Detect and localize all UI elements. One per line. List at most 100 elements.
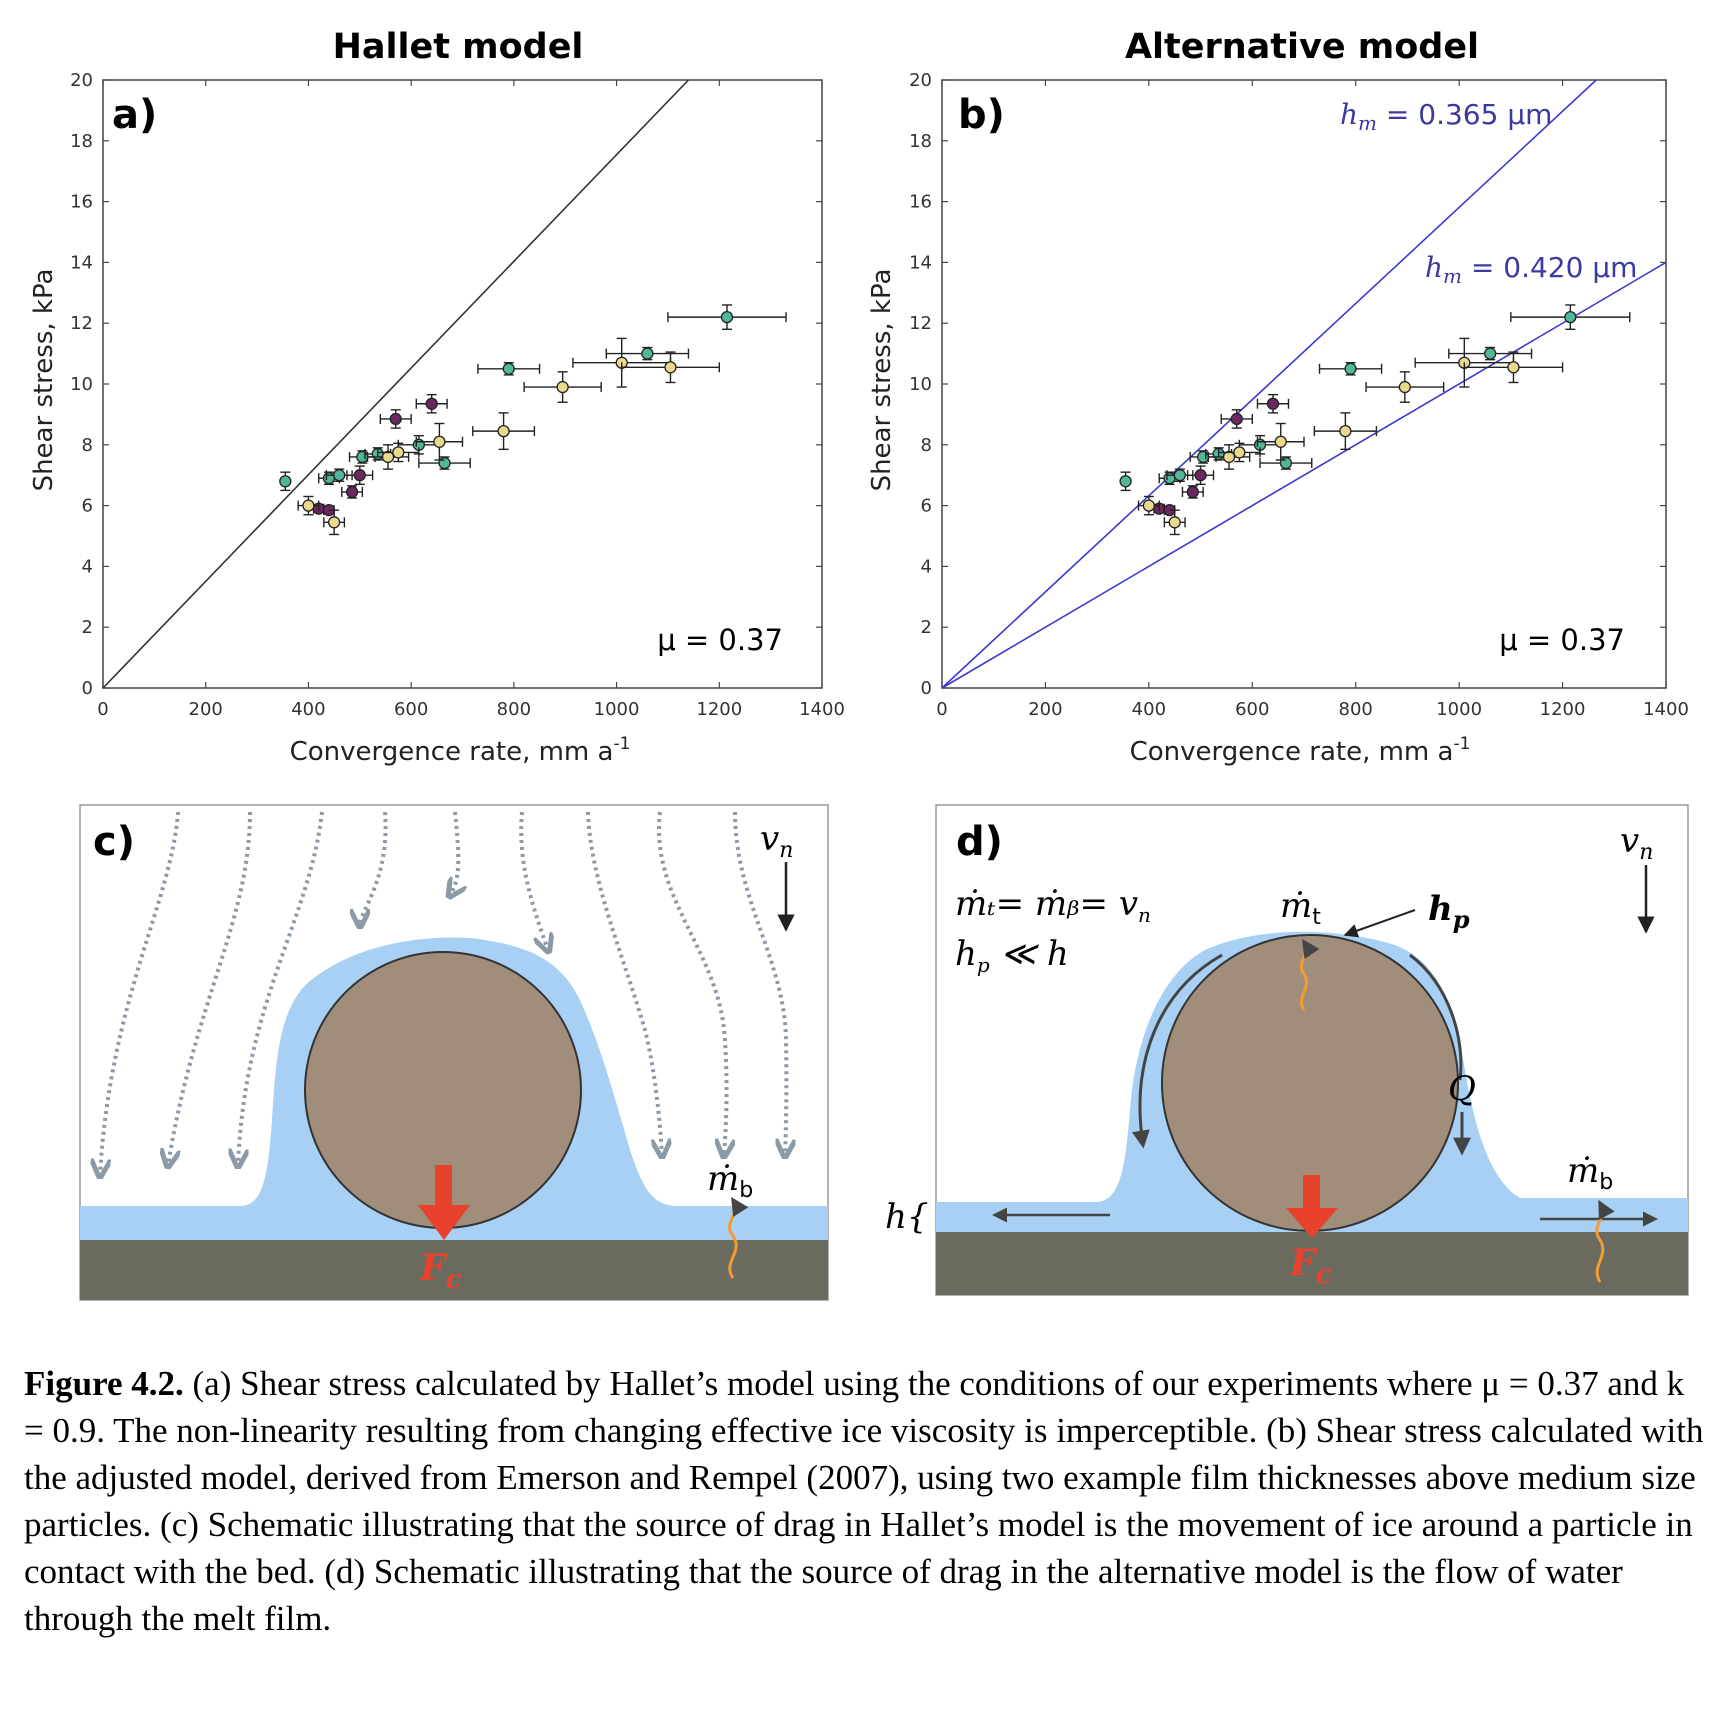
panel-d-force-label: Fc: [1289, 1242, 1332, 1290]
data-point: [1266, 397, 1280, 410]
y-tick-label: 16: [909, 192, 932, 213]
data-point: [720, 310, 734, 324]
data-point: [1507, 361, 1520, 374]
data-point: [641, 347, 654, 360]
panel-c-vn-label: vn: [760, 819, 793, 863]
panel-b-title: Alternative model: [1125, 27, 1479, 67]
panel-d-schematic: Q Fc vn ṁt hp ṁb ṁₜ= ṁᵦ= vn hp ≪ h h…: [885, 804, 1689, 1296]
x-tick-label: 200: [189, 699, 223, 720]
x-tick-label: 1400: [799, 699, 845, 720]
x-tick-label: 400: [291, 699, 325, 720]
model-line-1: [102, 79, 690, 689]
data-point: [333, 469, 346, 482]
panel-a-plot: 0 200 400 600 800 1000 1200 1400 0 2 4 6 8 10 12 14 16 18…: [70, 70, 845, 720]
ice-flow-arrow: [519, 811, 548, 950]
ice-flow-arrow: [168, 811, 252, 1165]
panel-d-label: d): [956, 819, 1003, 865]
x-tick-label: 800: [497, 699, 531, 720]
panel-d-eq2: hp ≪ h: [955, 934, 1069, 977]
y-tick-label: 16: [70, 192, 93, 213]
panel-b-xlabel: Convergence rate, mm a-1: [1130, 734, 1471, 767]
panel-d-mb-label: ṁb: [1567, 1151, 1613, 1195]
data-point: [438, 456, 451, 470]
y-tick-label: 0: [921, 678, 932, 699]
data-point: [392, 446, 405, 459]
panel-d-heat-arrow-bed: [1595, 1199, 1615, 1283]
panel-d-force-arrow-head: [1286, 1208, 1338, 1238]
y-tick-label: 4: [82, 556, 93, 577]
y-tick-label: 14: [70, 252, 93, 273]
ice-flow-arrow: [100, 811, 180, 1175]
y-tick-label: 6: [921, 496, 932, 517]
panel-d-vn-label: vn: [1620, 821, 1653, 865]
y-tick-label: 2: [82, 617, 93, 638]
x-tick-label: 800: [1339, 699, 1373, 720]
data-point: [1168, 516, 1181, 529]
data-point: [1484, 347, 1497, 360]
data-point: [1344, 362, 1357, 375]
caption-text: (a) Shear stress calculated by Hallet’s …: [24, 1364, 1704, 1638]
panel-b-ylabel: Shear stress, kPa: [867, 269, 897, 492]
data-point: [1194, 469, 1207, 482]
caption-lead: Figure 4.2.: [24, 1364, 184, 1403]
y-tick-label: 10: [909, 374, 932, 395]
panel-c-force-label: Fc: [419, 1247, 462, 1295]
data-point: [1119, 475, 1132, 488]
ice-flow-arrow: [238, 811, 324, 1165]
data-point: [425, 397, 438, 410]
data-point: [1233, 446, 1246, 459]
data-point: [1230, 412, 1243, 426]
data-point: [1274, 435, 1287, 448]
ice-flow-arrow: [733, 811, 786, 1155]
data-point: [1398, 380, 1411, 394]
panel-c-heat-arrow: [728, 1196, 749, 1279]
panel-d-right-flow-arrow: [1409, 953, 1463, 1081]
y-tick-label: 4: [921, 556, 932, 577]
data-point: [322, 472, 336, 485]
panel-d-heat-arrow-top: [1299, 939, 1320, 1011]
y-tick-label: 14: [909, 252, 932, 273]
data-point: [279, 475, 292, 488]
y-tick-label: 20: [70, 70, 93, 91]
y-tick-label: 2: [921, 617, 932, 638]
data-point: [497, 424, 510, 438]
panel-b-plot: 0 200 400 600 800 1000 1200 1400 0 2 4 6 8 10 12 14 16 18…: [909, 70, 1689, 720]
x-tick-label: 400: [1132, 699, 1166, 720]
plot-frame: [102, 79, 823, 689]
x-tick-label: 600: [394, 699, 428, 720]
panel-a-title: Hallet model: [333, 27, 584, 67]
y-tick-label: 12: [909, 313, 932, 334]
y-tick-label: 12: [70, 313, 93, 334]
data-point: [356, 450, 369, 464]
panel-d-left-flow-arrow: [1131, 953, 1223, 1149]
panel-c-schematic: vn ṁb Fc c): [79, 804, 829, 1301]
data-point: [433, 435, 446, 448]
y-tick-label: 8: [921, 435, 932, 456]
y-tick-label: 18: [909, 131, 932, 152]
panel-d-mt-label: ṁt: [1280, 886, 1321, 930]
y-tick-label: 0: [82, 678, 93, 699]
panel-d-force-arrow-shaft: [1303, 1175, 1320, 1211]
y-tick-label: 6: [82, 496, 93, 517]
ice-flow-arrow: [586, 811, 662, 1155]
panel-d-h-label: h{: [885, 1197, 929, 1237]
panel-a-label: a): [112, 92, 157, 138]
x-tick-label: 600: [1235, 699, 1269, 720]
data-point: [664, 361, 677, 374]
model-line-2: [941, 261, 1667, 689]
panel-b-label: b): [958, 92, 1005, 138]
panel-a-ylabel: Shear stress, kPa: [29, 269, 59, 492]
panel-d-q-label: Q: [1448, 1069, 1476, 1109]
ice-flow-arrow: [450, 811, 458, 895]
figure-caption: Figure 4.2. (a) Shear stress calculated …: [24, 1360, 1704, 1642]
data-point: [1173, 469, 1187, 482]
data-point: [353, 469, 366, 482]
x-tick-label: 1200: [1540, 699, 1586, 720]
data-point: [302, 499, 315, 512]
panel-d-eq1: ṁₜ= ṁᵦ= vn: [955, 884, 1151, 927]
y-tick-label: 10: [70, 374, 93, 395]
data-point: [1163, 472, 1176, 485]
data-point: [1222, 450, 1236, 464]
data-point: [1186, 485, 1199, 499]
x-tick-label: 1000: [1436, 699, 1482, 720]
